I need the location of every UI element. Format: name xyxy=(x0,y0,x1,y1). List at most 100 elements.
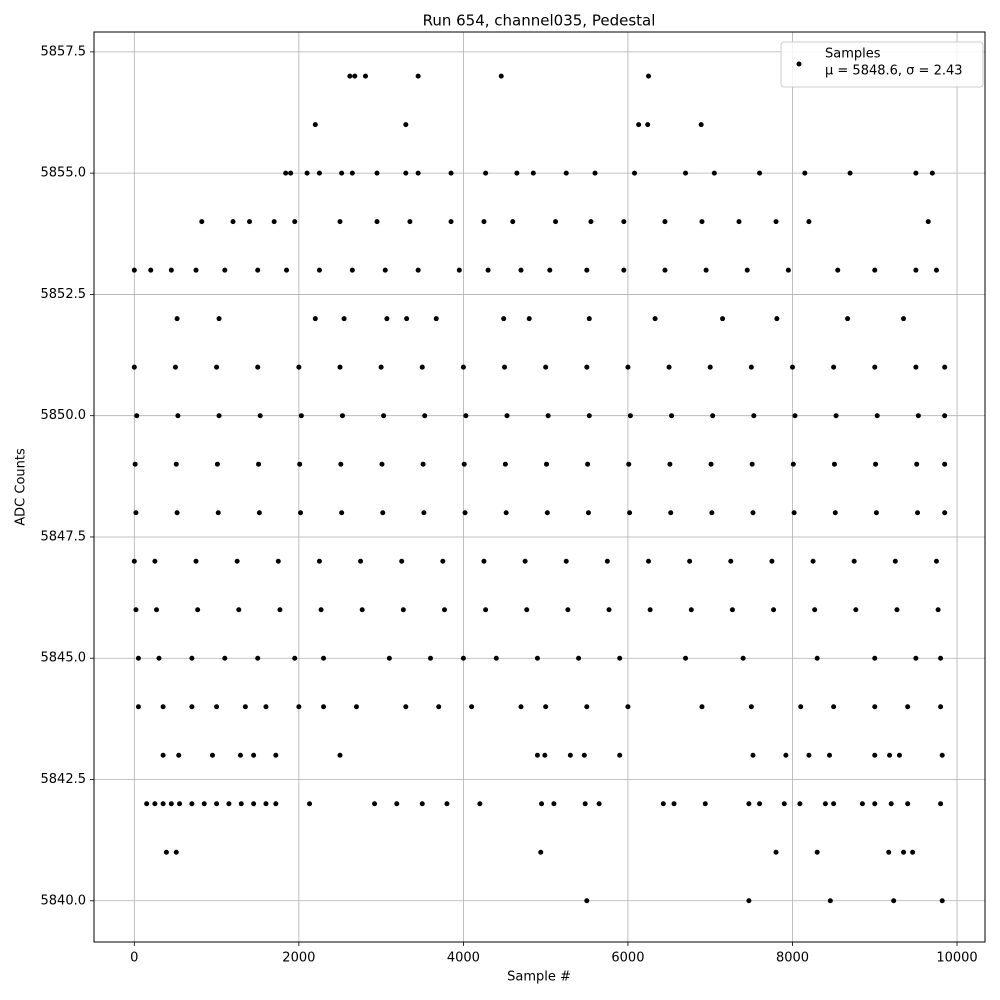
data-point xyxy=(748,704,754,710)
data-point xyxy=(563,170,569,176)
data-point xyxy=(938,801,944,807)
data-point xyxy=(160,801,166,807)
data-point xyxy=(255,655,261,661)
data-point xyxy=(806,219,812,225)
data-point xyxy=(337,364,343,370)
legend-label: Samples xyxy=(825,47,881,62)
data-point xyxy=(699,219,705,225)
data-point xyxy=(312,316,318,322)
data-point xyxy=(483,170,489,176)
data-point xyxy=(374,219,380,225)
data-point xyxy=(172,364,178,370)
x-tick-label: 10000 xyxy=(936,951,977,966)
data-point xyxy=(687,558,693,564)
data-point xyxy=(853,607,859,613)
data-point xyxy=(792,413,798,419)
y-tick-label: 5842.5 xyxy=(41,772,87,787)
data-point xyxy=(378,364,384,370)
data-point xyxy=(542,752,548,758)
data-point xyxy=(822,801,828,807)
data-point xyxy=(567,752,573,758)
data-point xyxy=(298,413,304,419)
data-point xyxy=(939,752,945,758)
data-point xyxy=(872,655,878,661)
data-point xyxy=(942,461,948,467)
data-point xyxy=(485,267,491,273)
data-point xyxy=(353,704,359,710)
data-point xyxy=(493,655,499,661)
data-point xyxy=(502,461,508,467)
data-point xyxy=(746,801,752,807)
data-point xyxy=(226,801,232,807)
data-point xyxy=(175,413,181,419)
data-point xyxy=(352,73,358,79)
data-point xyxy=(381,413,387,419)
data-point xyxy=(271,219,277,225)
data-point xyxy=(189,655,195,661)
plot-frame xyxy=(93,31,986,943)
data-point xyxy=(461,461,467,467)
data-point xyxy=(339,170,345,176)
data-point xyxy=(773,849,779,855)
data-point xyxy=(814,655,820,661)
data-point xyxy=(888,801,894,807)
data-point xyxy=(230,219,236,225)
data-point xyxy=(152,801,158,807)
data-point xyxy=(913,364,919,370)
data-point xyxy=(545,413,551,419)
data-point xyxy=(419,801,425,807)
data-point xyxy=(321,704,327,710)
data-point xyxy=(177,801,183,807)
x-axis-label: Sample # xyxy=(507,970,571,985)
data-point xyxy=(781,801,787,807)
data-point xyxy=(257,413,263,419)
data-point xyxy=(189,801,195,807)
data-point xyxy=(433,316,439,322)
legend-marker xyxy=(796,61,802,67)
data-point xyxy=(134,413,140,419)
data-point xyxy=(481,219,487,225)
data-point xyxy=(942,510,948,516)
data-point xyxy=(347,73,353,79)
data-point xyxy=(847,170,853,176)
data-point xyxy=(744,267,750,273)
data-point xyxy=(514,170,520,176)
data-point xyxy=(273,801,279,807)
data-point xyxy=(625,364,631,370)
data-point xyxy=(296,704,302,710)
data-point xyxy=(518,267,524,273)
data-point xyxy=(710,413,716,419)
data-point xyxy=(283,170,289,176)
data-point xyxy=(887,752,893,758)
data-point xyxy=(234,558,240,564)
data-point xyxy=(544,510,550,516)
data-point xyxy=(321,655,327,661)
data-point xyxy=(419,364,425,370)
data-point xyxy=(832,510,838,516)
data-point xyxy=(845,316,851,322)
data-point xyxy=(586,413,592,419)
data-point xyxy=(530,170,536,176)
data-point xyxy=(214,801,220,807)
data-point xyxy=(913,170,919,176)
data-point xyxy=(214,461,220,467)
data-point xyxy=(698,122,704,128)
data-point xyxy=(444,801,450,807)
data-point xyxy=(810,558,816,564)
data-point xyxy=(757,801,763,807)
data-point xyxy=(703,267,709,273)
points xyxy=(131,73,948,904)
data-point xyxy=(688,607,694,613)
data-point xyxy=(773,219,779,225)
data-point xyxy=(448,170,454,176)
data-point xyxy=(284,267,290,273)
data-point xyxy=(671,801,677,807)
data-point xyxy=(420,461,426,467)
data-point xyxy=(736,219,742,225)
data-point xyxy=(427,655,433,661)
data-point xyxy=(720,316,726,322)
data-point xyxy=(337,752,343,758)
data-point xyxy=(462,510,468,516)
data-point xyxy=(163,849,169,855)
data-point xyxy=(874,413,880,419)
